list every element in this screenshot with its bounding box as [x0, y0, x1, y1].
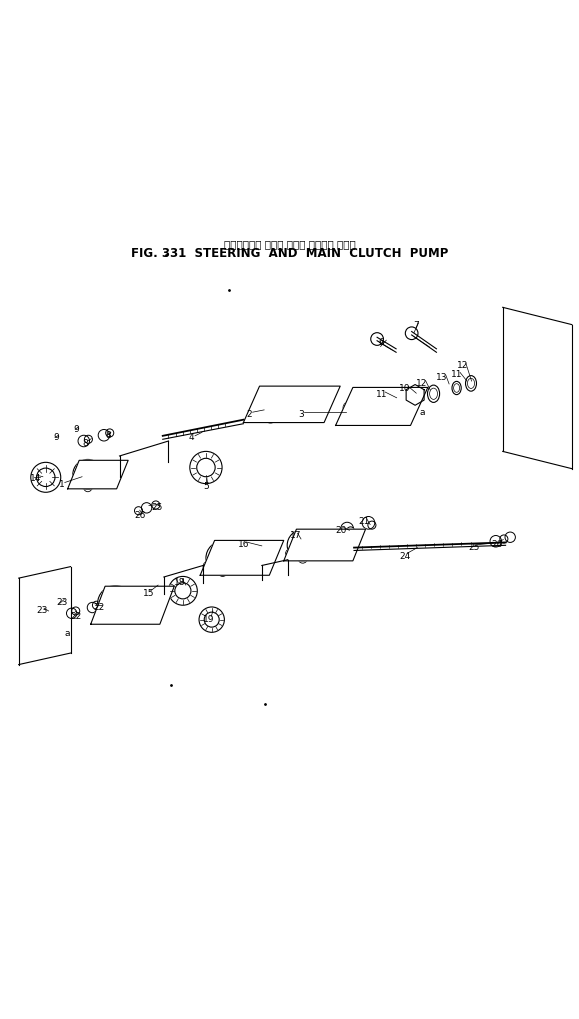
Text: 17: 17	[290, 531, 301, 540]
Text: 8: 8	[105, 430, 111, 439]
Polygon shape	[284, 530, 365, 561]
Text: 1: 1	[59, 479, 65, 488]
Text: 11: 11	[451, 370, 463, 379]
Polygon shape	[336, 388, 428, 426]
Text: 4: 4	[189, 433, 195, 442]
Text: 12: 12	[416, 378, 428, 387]
Text: 10: 10	[399, 384, 411, 393]
Text: 11: 11	[376, 390, 387, 398]
Polygon shape	[68, 461, 128, 489]
Text: 16: 16	[237, 539, 249, 548]
Text: 22: 22	[71, 611, 82, 621]
Text: 8: 8	[82, 439, 88, 447]
Text: 22: 22	[94, 603, 105, 611]
Polygon shape	[243, 387, 340, 423]
Text: 25: 25	[468, 542, 479, 551]
Text: 14: 14	[30, 474, 42, 482]
Text: a: a	[419, 408, 425, 416]
Text: 20: 20	[336, 525, 347, 534]
Text: 23: 23	[56, 597, 68, 606]
Text: FIG. 331  STEERING  AND  MAIN  CLUTCH  PUMP: FIG. 331 STEERING AND MAIN CLUTCH PUMP	[131, 247, 448, 260]
Text: 25: 25	[151, 502, 163, 512]
Text: 24: 24	[399, 551, 411, 560]
Text: 13: 13	[437, 373, 448, 381]
Text: 6: 6	[379, 338, 384, 347]
Text: ステアリング および メイン クラッチ ポンプ: ステアリング および メイン クラッチ ポンプ	[223, 238, 356, 249]
Text: 23: 23	[36, 605, 47, 614]
Text: 7: 7	[413, 321, 419, 330]
Text: 15: 15	[142, 589, 154, 597]
Text: 3: 3	[298, 410, 304, 419]
Text: 5: 5	[203, 482, 209, 491]
Text: 19: 19	[203, 614, 215, 624]
Text: 26: 26	[134, 511, 145, 520]
Polygon shape	[406, 385, 424, 406]
Text: 2: 2	[246, 410, 252, 419]
Polygon shape	[91, 587, 174, 625]
Text: 9: 9	[74, 424, 79, 433]
Text: a: a	[65, 629, 71, 638]
Polygon shape	[200, 541, 284, 576]
Text: 12: 12	[457, 361, 468, 370]
Text: 21: 21	[359, 517, 370, 526]
Text: 18: 18	[174, 577, 186, 586]
Text: 9: 9	[53, 433, 59, 442]
Text: 26: 26	[491, 539, 503, 548]
